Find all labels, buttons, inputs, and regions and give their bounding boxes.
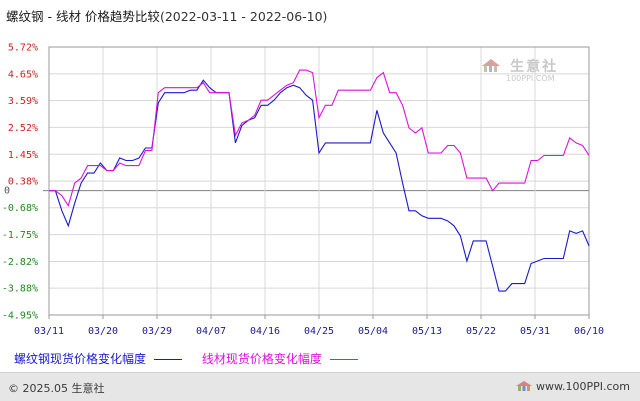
x-tick-label: 06/10 xyxy=(574,326,604,337)
legend-swatch-rebar xyxy=(154,359,183,360)
y-tick-label: 5.72% xyxy=(8,43,38,54)
watermark-url: 100PPI.COM xyxy=(506,74,555,83)
y-tick-label: 0 xyxy=(4,186,10,197)
legend-item-wire-rod: 线材现货价格变化幅度 xyxy=(202,350,364,367)
chart-title-main: 螺纹钢 - 线材 价格趋势比较 xyxy=(6,9,160,24)
legend-label-wire-rod: 线材现货价格变化幅度 xyxy=(201,352,322,366)
y-tick-label: 4.65% xyxy=(8,69,38,80)
chart-title: 螺纹钢 - 线材 价格趋势比较(2022-03-11 - 2022-06-10) xyxy=(6,6,327,25)
legend-item-rebar: 螺纹钢现货价格变化幅度 xyxy=(14,350,188,367)
footer-brand-url: www.100PPI.com xyxy=(536,380,630,393)
y-tick-label: -0.68% xyxy=(2,203,38,214)
footer-brand[interactable]: www.100PPI.com xyxy=(515,380,630,393)
y-tick-label: 3.59% xyxy=(8,96,38,107)
watermark-name: 生意社 xyxy=(510,59,559,75)
y-tick-label: -3.88% xyxy=(2,284,38,295)
footer-bar: © 2025.05 生意社 www.100PPI.com xyxy=(0,372,640,401)
series-line-wire-rod xyxy=(49,69,590,208)
y-tick-label: -2.82% xyxy=(2,257,38,268)
y-tick-label: -1.75% xyxy=(2,230,38,241)
x-tick-label: 04/16 xyxy=(250,326,280,337)
x-axis-labels: 03/11 03/20 03/29 04/07 04/16 04/25 05/04 05/13… xyxy=(34,326,604,337)
footer-copyright: © 2025.05 生意社 xyxy=(8,382,105,395)
x-tick-label: 03/29 xyxy=(142,326,172,337)
y-tick-label: -4.95% xyxy=(2,311,38,322)
series-line-rebar xyxy=(49,79,590,292)
x-tick-label: 05/22 xyxy=(466,326,496,337)
x-tick-label: 04/07 xyxy=(196,326,226,337)
chart-title-range: (2022-03-11 - 2022-06-10) xyxy=(159,9,328,24)
legend-swatch-wire-rod xyxy=(329,359,358,360)
x-tick-label: 05/13 xyxy=(412,326,442,337)
x-tick-label: 05/04 xyxy=(358,326,388,337)
plot-frame xyxy=(48,46,590,316)
x-tick-label: 03/20 xyxy=(88,326,118,337)
logo-icon xyxy=(482,59,500,72)
chart-legend: 螺纹钢现货价格变化幅度 线材现货价格变化幅度 xyxy=(14,350,374,367)
series-lines xyxy=(49,69,590,292)
y-tick-label: 0.38% xyxy=(8,177,38,188)
chart-grid xyxy=(43,46,590,319)
x-tick-label: 03/11 xyxy=(34,326,64,337)
watermark: 生意社 100PPI.COM xyxy=(480,56,558,83)
y-axis-labels: 5.72% 4.65% 3.59% 2.52% 1.45% 0.38%0 -0.68% -1.… xyxy=(2,43,38,322)
x-tick-label: 05/31 xyxy=(520,326,550,337)
brand-logo-icon xyxy=(516,381,533,391)
y-tick-label: 1.45% xyxy=(8,150,38,161)
legend-label-rebar: 螺纹钢现货价格变化幅度 xyxy=(14,352,147,366)
y-tick-label: 2.52% xyxy=(8,123,38,134)
x-tick-label: 04/25 xyxy=(304,326,334,337)
